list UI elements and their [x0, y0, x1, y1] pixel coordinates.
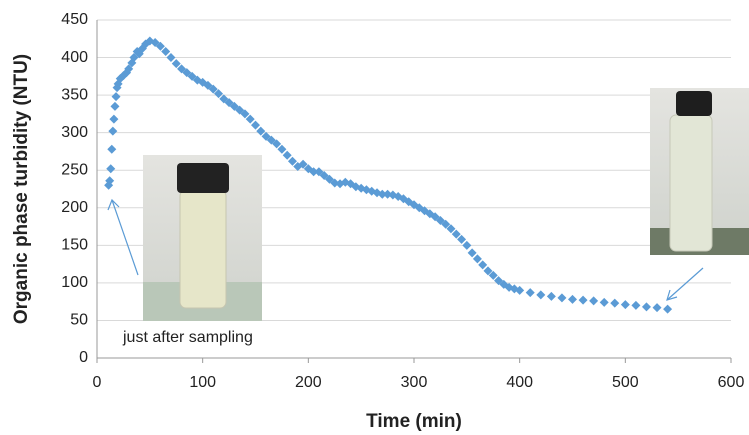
marker [610, 298, 620, 308]
marker [272, 139, 282, 149]
y-tick-label: 0 [79, 349, 88, 366]
x-tick-label: 500 [612, 374, 639, 391]
marker [150, 38, 160, 48]
marker [472, 254, 482, 264]
marker [525, 288, 535, 298]
marker [478, 260, 488, 270]
marker [287, 156, 297, 166]
marker [620, 300, 630, 310]
marker [515, 285, 525, 295]
x-tick-label: 0 [93, 374, 102, 391]
marker [430, 212, 440, 222]
marker [557, 293, 567, 303]
marker [161, 47, 171, 57]
marker [462, 240, 472, 250]
y-tick-label: 100 [61, 274, 88, 291]
y-tick-label: 400 [61, 49, 88, 66]
marker [251, 120, 260, 130]
marker [124, 64, 134, 74]
marker [155, 41, 165, 51]
marker [377, 189, 387, 199]
marker [631, 300, 641, 310]
marker [106, 164, 116, 174]
marker [266, 135, 276, 145]
marker [105, 176, 115, 186]
marker [107, 144, 117, 154]
marker [177, 64, 187, 74]
marker [488, 270, 498, 280]
marker [245, 114, 255, 124]
marker [219, 94, 229, 104]
y-axis-title: Organic phase turbidity (NTU) [11, 54, 32, 324]
x-tick-label: 600 [718, 374, 745, 391]
marker [446, 224, 456, 234]
marker [171, 59, 181, 69]
marker [166, 53, 176, 63]
arrows [107, 198, 704, 301]
marker [110, 101, 120, 111]
marker [314, 167, 324, 177]
marker [235, 105, 245, 115]
y-tick-label: 150 [61, 237, 88, 254]
marker [324, 174, 334, 184]
marker [330, 178, 340, 188]
marker [435, 216, 445, 226]
marker [224, 98, 234, 108]
marker [298, 159, 308, 169]
marker [309, 167, 319, 177]
marker [229, 101, 239, 111]
y-tick-label: 350 [61, 86, 88, 103]
marker [256, 126, 266, 136]
marker [261, 131, 271, 141]
marker [214, 89, 224, 99]
y-tick-label: 300 [61, 124, 88, 141]
marker [111, 92, 121, 102]
marker [208, 84, 218, 94]
marker [589, 296, 599, 306]
marker [546, 291, 556, 301]
x-axis-title: Time (min) [366, 411, 462, 432]
marker [383, 189, 393, 199]
marker [109, 114, 119, 124]
marker [467, 248, 477, 258]
y-tick-label: 200 [61, 199, 88, 216]
marker [319, 170, 329, 180]
marker [129, 53, 139, 63]
y-tick-label: 450 [61, 11, 88, 28]
marker [457, 234, 467, 244]
marker [663, 304, 673, 314]
marker [652, 303, 662, 313]
y-tick-label: 50 [70, 312, 88, 329]
marker [483, 266, 493, 276]
photo-right [650, 88, 749, 255]
annotation: just after sampling [122, 329, 253, 346]
x-tick-label: 100 [189, 374, 216, 391]
marker [578, 295, 588, 305]
x-tick-label: 200 [295, 374, 322, 391]
marker [441, 219, 451, 229]
marker [494, 276, 504, 286]
marker [277, 144, 287, 154]
x-tick-label: 400 [506, 374, 533, 391]
marker [203, 80, 213, 90]
marker [599, 297, 609, 307]
marker [182, 68, 192, 78]
x-tick-label: 300 [401, 374, 428, 391]
marker [187, 71, 197, 81]
marker [108, 126, 118, 136]
photo-left [143, 155, 262, 321]
marker [641, 302, 651, 312]
marker [451, 229, 461, 239]
y-tick-label: 250 [61, 161, 88, 178]
marker [536, 290, 546, 300]
marker [240, 109, 250, 119]
marker [282, 150, 292, 160]
marker [568, 294, 577, 304]
